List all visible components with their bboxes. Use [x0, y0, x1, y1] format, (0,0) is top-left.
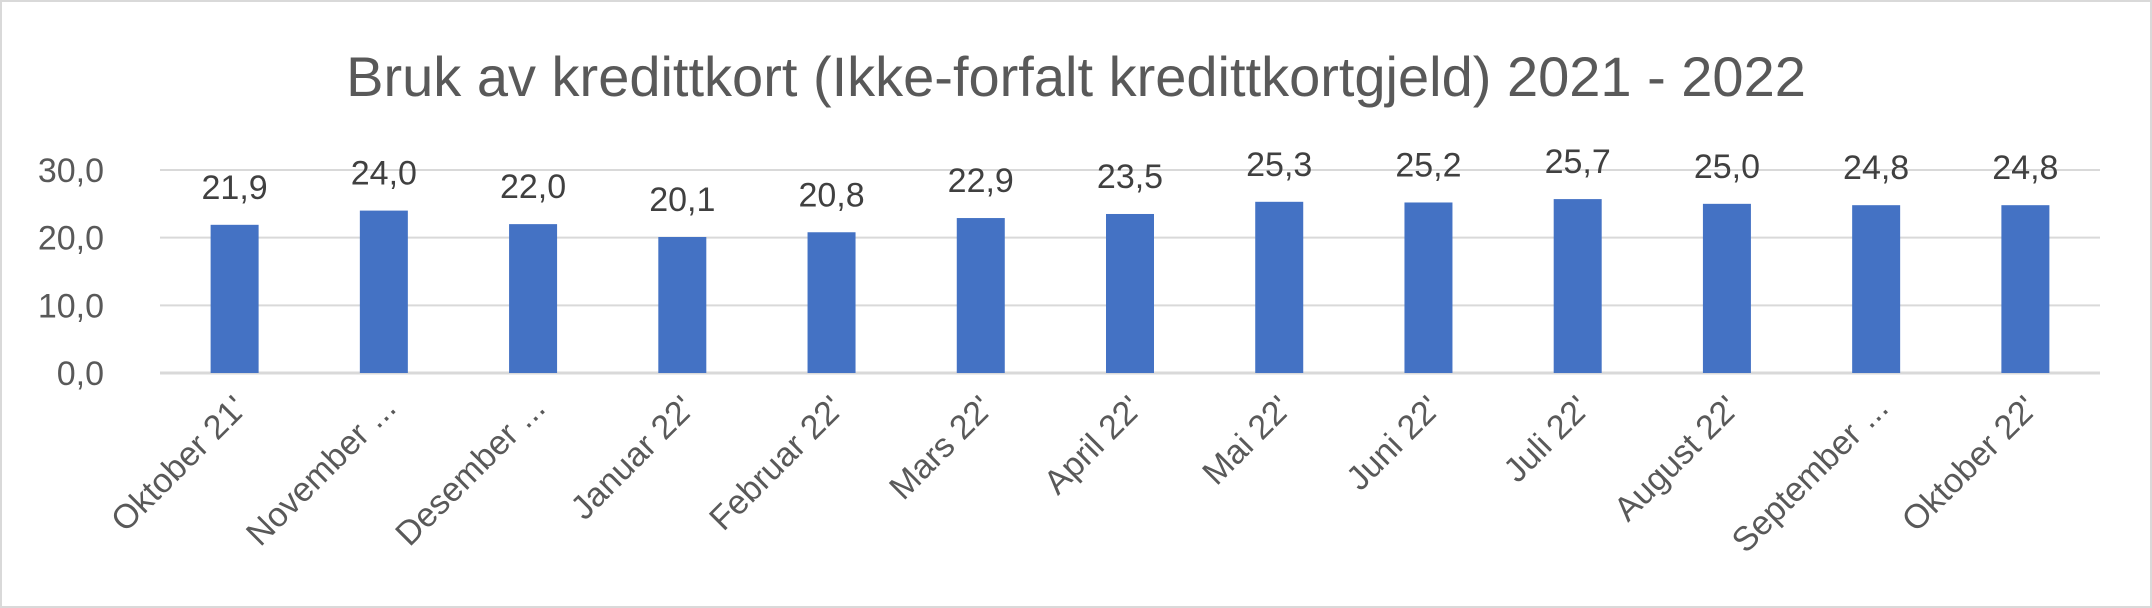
data-label: 20,8 — [798, 176, 864, 214]
data-label: 24,8 — [1843, 149, 1909, 187]
x-tick-label: Oktober 21' — [104, 389, 254, 539]
bar — [956, 218, 1005, 373]
x-tick-label: August 22' — [1607, 389, 1747, 529]
bar — [1106, 213, 1154, 373]
bar — [509, 224, 558, 373]
x-tick-label: September ... — [1725, 389, 1896, 560]
data-label: 25,2 — [1395, 146, 1461, 184]
data-label: 21,9 — [202, 169, 268, 207]
bars — [210, 199, 2050, 373]
bar — [1404, 202, 1453, 373]
bar — [1852, 205, 1901, 373]
x-tick-label: Mai 22' — [1195, 389, 1299, 493]
x-tick-label: Mars 22' — [882, 389, 1000, 507]
y-tick-label: 20,0 — [38, 220, 104, 258]
bar — [359, 210, 408, 373]
x-tick-label: November ... — [239, 389, 403, 553]
x-tick-label: Juni 22' — [1339, 389, 1448, 498]
x-tick-label: Februar 22' — [702, 389, 851, 538]
data-label: 25,0 — [1694, 148, 1760, 186]
data-label: 22,0 — [500, 168, 566, 206]
chart-title: Bruk av kredittkort (Ikke-forfalt kredit… — [346, 45, 1806, 108]
data-label: 24,0 — [351, 155, 417, 193]
bar — [807, 232, 856, 373]
bar — [210, 224, 259, 373]
bar — [1255, 201, 1304, 373]
data-labels: 21,9 24,0 22,0 20,1 20,8 22,9 23,5 25,3 25,2 25,7… — [202, 143, 2059, 219]
bar — [1553, 199, 1602, 373]
x-axis-ticks: Oktober 21'November ...Desember ... Janua… — [104, 389, 2045, 560]
data-label: 23,5 — [1097, 158, 1163, 196]
data-label: 24,8 — [1992, 149, 2058, 187]
bar — [1702, 203, 1751, 373]
bar — [658, 236, 707, 373]
data-label: 22,9 — [948, 162, 1014, 200]
data-label: 25,7 — [1545, 143, 1611, 181]
y-axis-ticks: 0,0 10,0 20,0 30,0 — [38, 152, 104, 393]
x-tick-label: Januar 22' — [564, 389, 702, 527]
y-tick-label: 0,0 — [57, 355, 104, 393]
y-tick-label: 10,0 — [38, 287, 104, 325]
x-tick-label: Juli 22' — [1496, 389, 1597, 490]
y-tick-label: 30,0 — [38, 152, 104, 190]
x-tick-label: Desember ... — [388, 389, 552, 553]
bar — [2001, 205, 2050, 373]
data-label: 20,1 — [649, 181, 715, 219]
data-label: 25,3 — [1246, 146, 1312, 184]
x-tick-label: April 22' — [1037, 389, 1150, 502]
x-tick-label: Oktober 22' — [1895, 389, 2045, 539]
